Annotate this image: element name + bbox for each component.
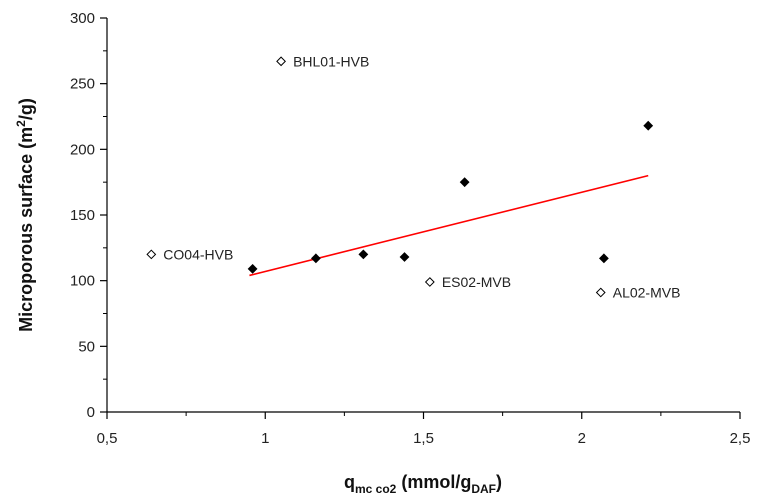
x-title-sub2: DAF [471,482,496,496]
points-group: BHL01-HVB CO04-HVB ES02-MVB AL02-MVB [146,53,681,300]
axes: 0 50 100 150 200 250 300 0,5 1 1,5 2 2,5 [70,10,750,447]
data-point-filled [459,177,470,188]
y-axis-title: Microporous surface (m2/g) [14,98,36,332]
data-point-filled [399,252,410,262]
data-point-open [276,56,286,67]
trendline [249,174,649,277]
data-point-filled [358,249,369,260]
data-point-filled [247,263,258,274]
x-tick-label: 2 [578,430,586,447]
x-tick-label: 1,5 [413,430,434,447]
point-label: BHL01-HVB [293,53,369,69]
data-point-filled [310,253,321,264]
data-point-open [595,287,606,298]
y-tick-label: 0 [87,404,95,421]
x-tick-label: 1 [261,430,269,447]
y-tick-label: 200 [70,141,95,158]
trendline-group [249,174,649,277]
x-title-end: ) [496,472,502,492]
point-label: ES02-MVB [442,274,511,290]
x-title-mid: (mmol/g [396,472,471,492]
x-title-main: q [344,472,355,492]
data-point-open [146,249,157,260]
point-label: CO04-HVB [163,246,233,262]
y-tick-label: 250 [70,76,95,93]
x-title-sub1: mc co2 [355,482,397,496]
y-tick-label: 50 [78,338,95,355]
y-title-end: /g) [16,98,36,120]
point-label: AL02-MVB [613,284,681,300]
y-tick-label: 150 [70,207,95,224]
y-tick-label: 100 [70,273,95,290]
data-point-filled [598,253,609,264]
x-tick-label: 0,5 [97,430,118,447]
y-title-sup: 2 [14,120,28,127]
x-axis-title: qmc co2 (mmol/gDAF) [344,472,502,496]
y-tick-label: 300 [70,10,95,27]
data-point-open [424,277,435,287]
data-point-filled [643,120,654,131]
y-title-main: Microporous surface (m [16,127,36,332]
x-tick-label: 2,5 [730,430,751,447]
